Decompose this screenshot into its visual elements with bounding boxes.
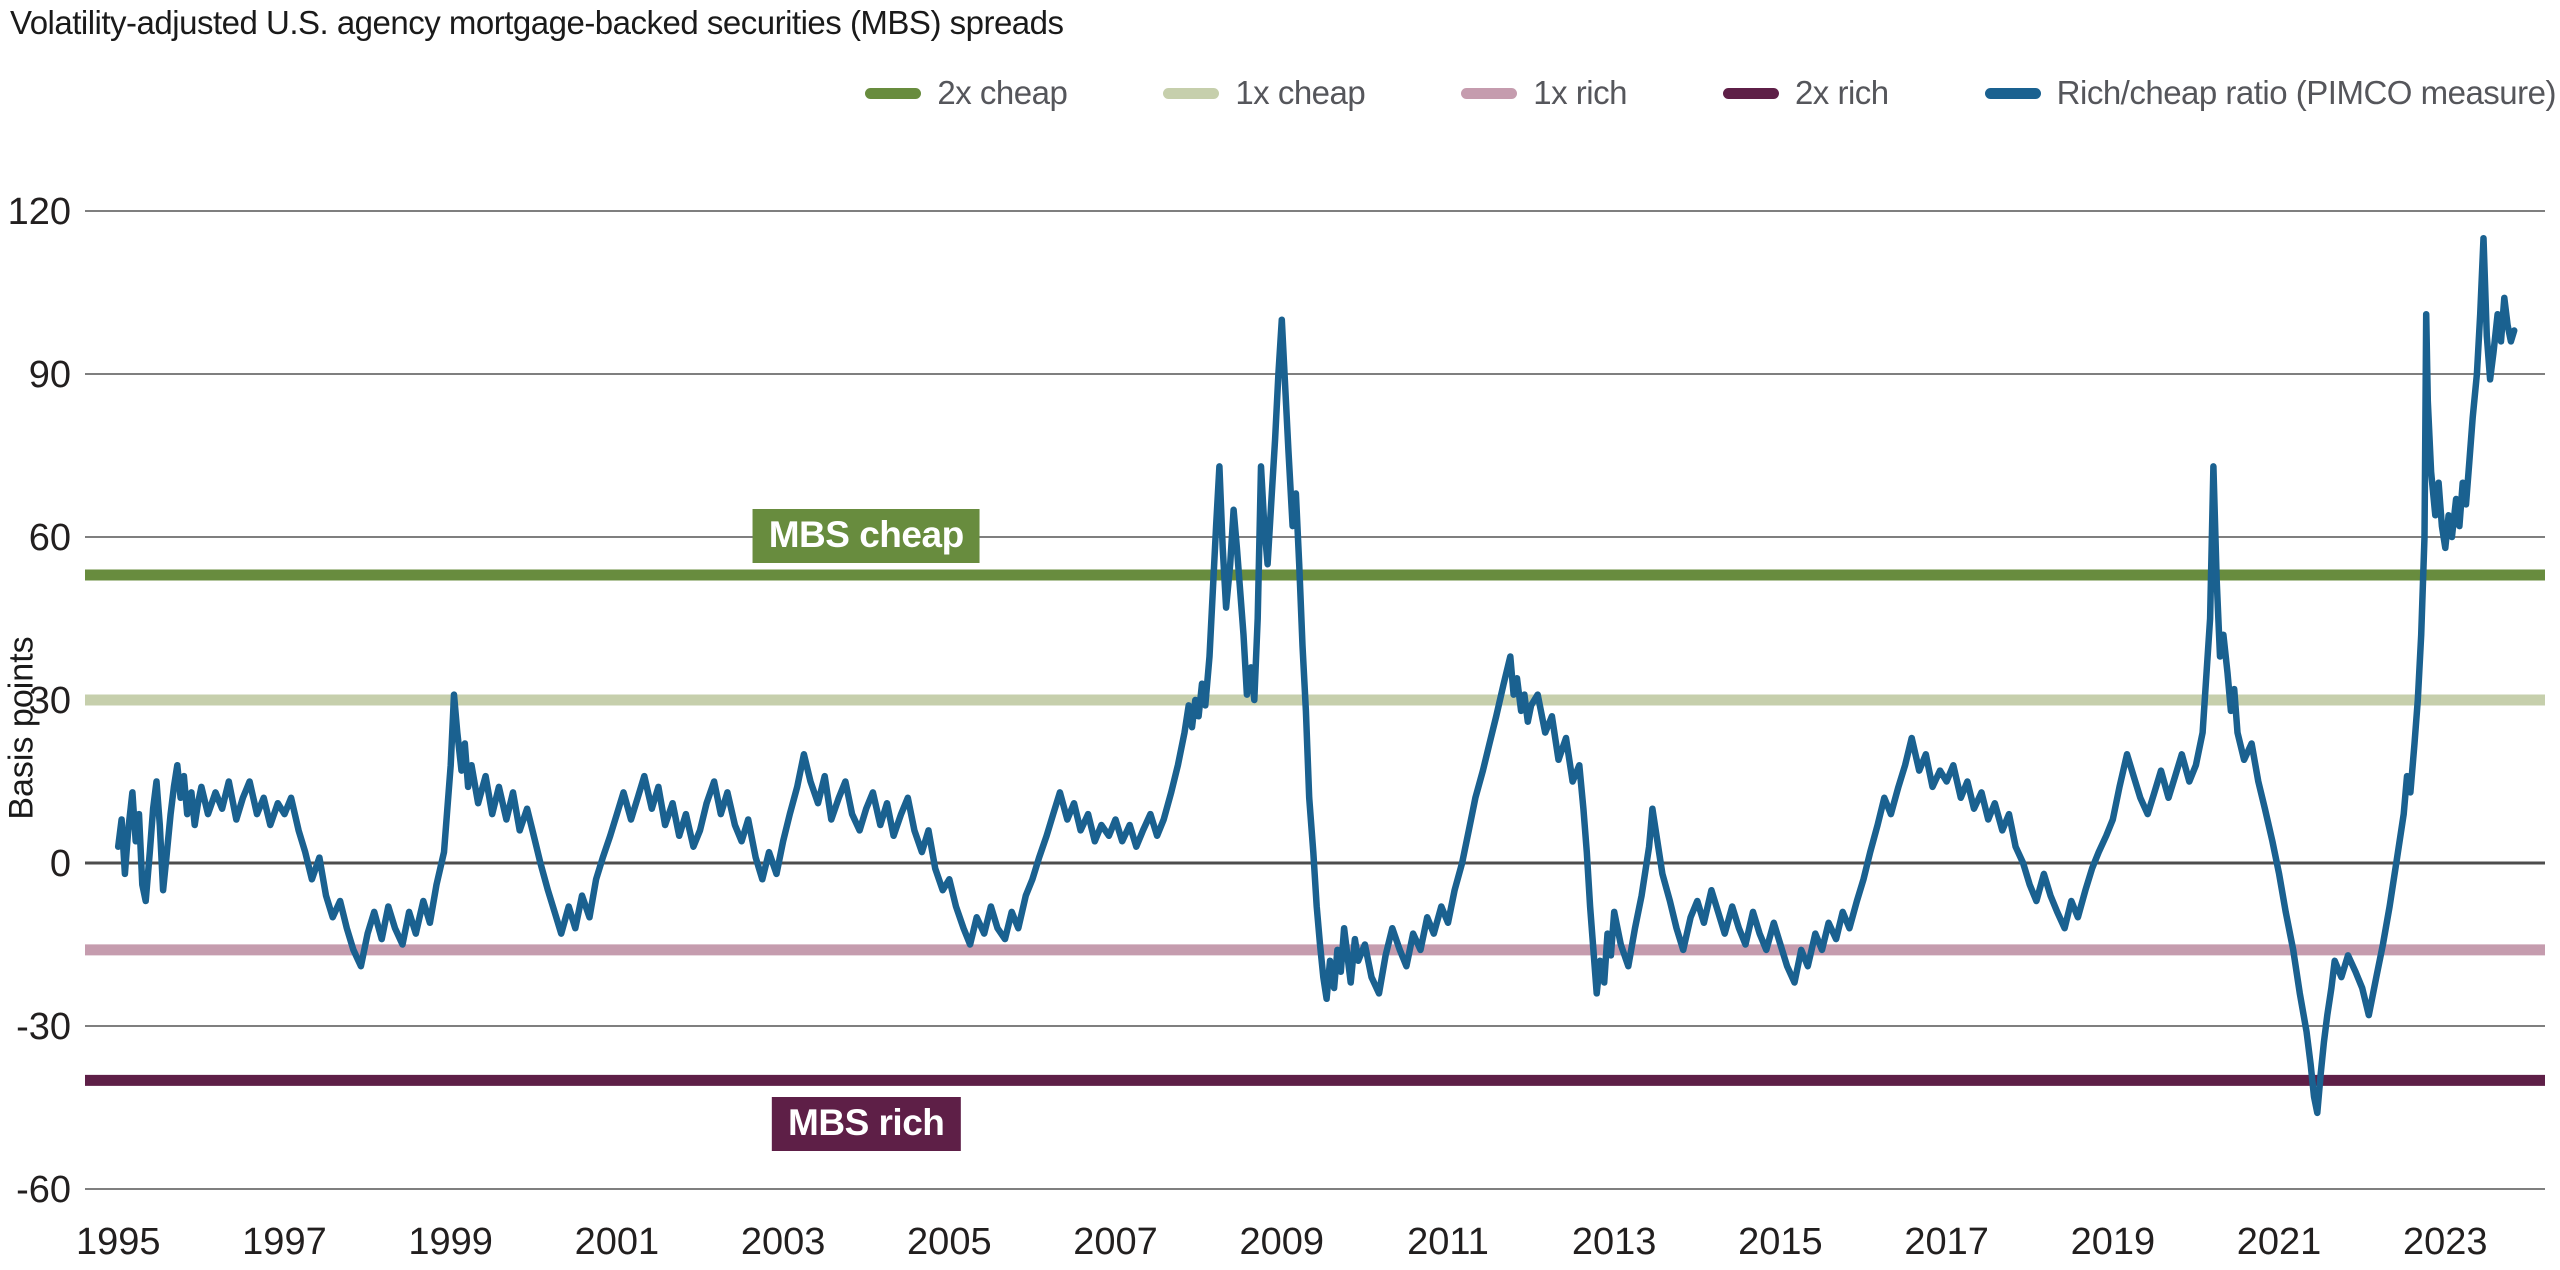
- legend-label: 2x cheap: [937, 74, 1068, 111]
- x-tick-label-2011: 2011: [1407, 1221, 1489, 1263]
- legend-item-rich-cheap-ratio-pimco-measure-: Rich/cheap ratio (PIMCO measure): [1984, 74, 2557, 112]
- annotation-mbs-rich: MBS rich: [772, 1096, 961, 1151]
- legend-swatch-icon: [1722, 87, 1779, 99]
- y-tick-label-60: 60: [29, 517, 71, 559]
- x-tick-label-2003: 2003: [741, 1221, 826, 1263]
- legend-swatch-icon: [1984, 87, 2041, 99]
- y-tick-label-30: 30: [29, 680, 71, 722]
- legend: 2x cheap 1x cheap 1x rich 2x rich Rich/cheap…: [865, 74, 2557, 112]
- x-tick-label-1997: 1997: [242, 1221, 327, 1263]
- legend-label: 1x rich: [1533, 74, 1627, 111]
- x-tick-label-2005: 2005: [907, 1221, 992, 1263]
- legend-item-2x-rich: 2x rich: [1722, 74, 1889, 112]
- x-tick-label-2013: 2013: [1572, 1221, 1657, 1263]
- x-tick-label-2019: 2019: [2071, 1221, 2156, 1263]
- legend-swatch-icon: [865, 87, 922, 99]
- y-tick-label-0: 0: [50, 843, 71, 885]
- annotation-mbs-cheap: MBS cheap: [752, 508, 980, 563]
- x-tick-label-1995: 1995: [76, 1221, 161, 1263]
- x-tick-label-2015: 2015: [1738, 1221, 1823, 1263]
- y-axis-title: Basis points: [2, 636, 41, 820]
- y-tick-label--60: -60: [16, 1169, 71, 1211]
- x-tick-label-2017: 2017: [1904, 1221, 1989, 1263]
- legend-label: Rich/cheap ratio (PIMCO measure): [2056, 74, 2557, 111]
- x-tick-label-1999: 1999: [408, 1221, 493, 1263]
- chart-title: Volatility-adjusted U.S. agency mortgage…: [10, 4, 1064, 41]
- legend-label: 1x cheap: [1235, 74, 1366, 111]
- legend-swatch-icon: [1163, 87, 1220, 99]
- x-tick-label-2009: 2009: [1239, 1221, 1324, 1263]
- legend-item-1x-cheap: 1x cheap: [1163, 74, 1366, 112]
- x-tick-label-2001: 2001: [575, 1221, 660, 1263]
- series-line-rich-cheap-ratio: [114, 234, 2518, 1117]
- legend-item-2x-cheap: 2x cheap: [865, 74, 1068, 112]
- legend-item-1x-rich: 1x rich: [1461, 74, 1627, 112]
- legend-label: 2x rich: [1794, 74, 1889, 111]
- x-tick-label-2007: 2007: [1073, 1221, 1158, 1263]
- x-tick-label-2023: 2023: [2403, 1221, 2488, 1263]
- y-tick-label--30: -30: [16, 1006, 71, 1048]
- x-tick-label-2021: 2021: [2237, 1221, 2322, 1263]
- y-tick-label-90: 90: [29, 354, 71, 396]
- y-tick-label-120: 120: [8, 191, 71, 233]
- legend-swatch-icon: [1461, 87, 1518, 99]
